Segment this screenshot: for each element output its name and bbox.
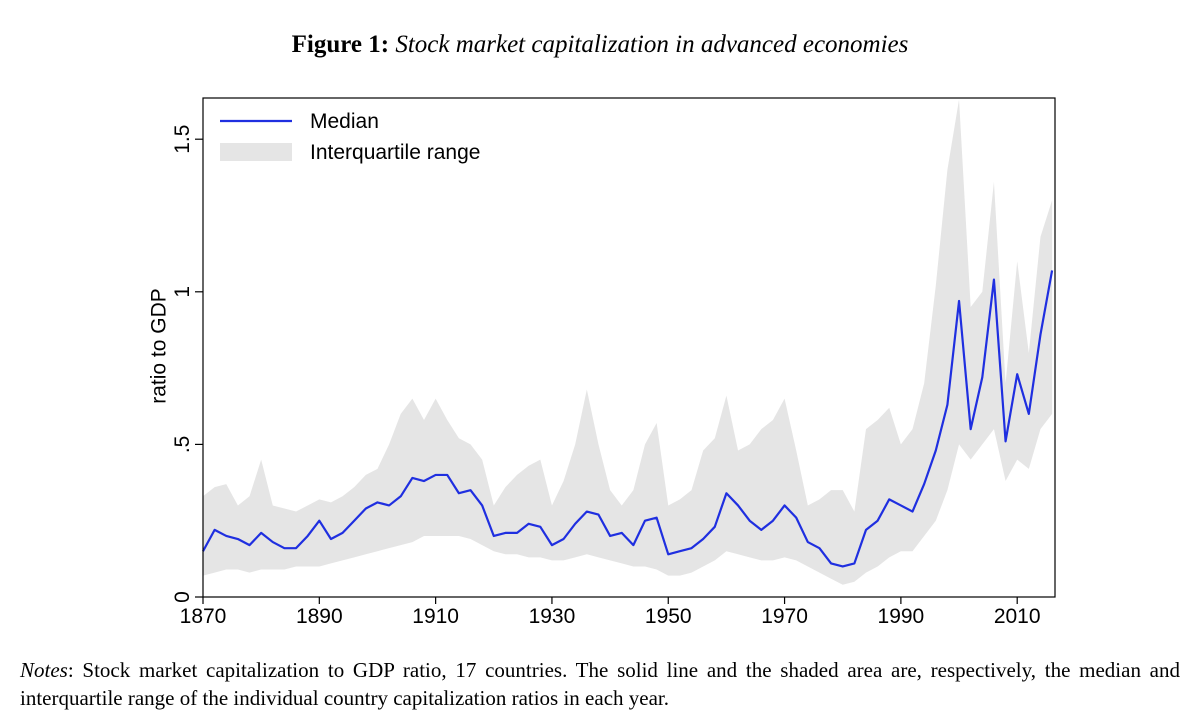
x-tick-label: 1950 — [645, 605, 692, 628]
iqr-band — [203, 99, 1053, 585]
legend-label: Median — [310, 110, 379, 133]
y-tick-label: .5 — [171, 436, 194, 454]
title-label: Figure 1: — [292, 31, 389, 58]
chart-title: Stock market capitalization in advanced … — [395, 31, 908, 58]
legend-label: Interquartile range — [310, 141, 480, 164]
y-axis-label: ratio to GDP — [148, 288, 171, 404]
notes-label: Notes — [20, 658, 68, 682]
y-tick-label: 1 — [171, 286, 194, 298]
x-tick-label: 1970 — [761, 605, 808, 628]
x-tick-label: 1910 — [412, 605, 459, 628]
x-tick-label: 1870 — [180, 605, 227, 628]
x-tick-label: 1990 — [878, 605, 925, 628]
chart-title-group: Figure 1: Stock market capitalization in… — [292, 31, 909, 58]
median-line — [202, 270, 1054, 568]
x-tick-label: 1890 — [296, 605, 343, 628]
y-tick-label: 0 — [171, 591, 194, 603]
x-tick-label: 2010 — [994, 605, 1041, 628]
x-tick-label: 1930 — [529, 605, 576, 628]
chart: Figure 1: Stock market capitalization in… — [148, 31, 1056, 628]
notes-text: : Stock market capitalization to GDP rat… — [20, 658, 1180, 710]
y-tick-label: 1.5 — [171, 125, 194, 154]
legend-swatch — [220, 143, 292, 161]
plot-frame — [202, 97, 1056, 598]
notes: Notes: Stock market capitalization to GD… — [20, 656, 1180, 712]
